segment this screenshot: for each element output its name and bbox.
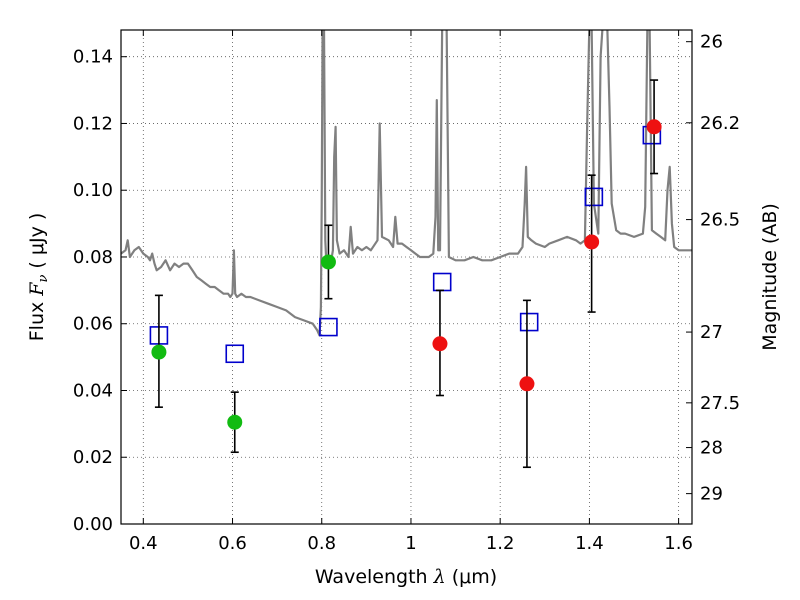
y2-tick-label: 26.2 xyxy=(700,113,740,134)
red-circle-point xyxy=(584,234,600,250)
plot-frame xyxy=(120,29,693,525)
green-circle-point xyxy=(151,344,167,360)
spectrum-layer xyxy=(121,30,692,337)
y2-tick-label: 27 xyxy=(700,322,723,343)
y-tick-label: 0.08 xyxy=(73,247,113,268)
axis-ticks: 0.4 0.6 0.8 1 1.2 1.4 1.6 0.00 0.02 0.04 0.06 0.08 0… xyxy=(73,30,740,554)
x-axis-label: Wavelength λ (μm) xyxy=(315,566,497,588)
x-tick-label: 1 xyxy=(405,533,416,554)
y-tick-label: 0.00 xyxy=(73,514,113,535)
y2-tick-label: 27.5 xyxy=(700,393,740,414)
x-tick-label: 1.2 xyxy=(486,533,515,554)
green-circle-point xyxy=(227,414,243,430)
x-tick-label: 0.4 xyxy=(129,533,158,554)
x-tick-label: 0.6 xyxy=(218,533,247,554)
y2-axis-label: Magnitude (AB) xyxy=(759,203,781,351)
y-tick-label: 0.14 xyxy=(73,47,113,68)
data-marks xyxy=(149,79,662,469)
y-tick-label: 0.06 xyxy=(73,314,113,335)
x-tick-label: 1.4 xyxy=(575,533,604,554)
y-tick-label: 0.02 xyxy=(73,447,113,468)
model-square-point xyxy=(519,312,539,332)
red-circle-point xyxy=(432,336,448,352)
red-circle-point xyxy=(519,376,535,392)
y2-tick-label: 26.5 xyxy=(700,210,740,231)
x-tick-label: 1.6 xyxy=(664,533,693,554)
y2-tick-label: 29 xyxy=(700,484,723,505)
y-tick-label: 0.12 xyxy=(73,113,113,134)
y2-tick-label: 26 xyxy=(700,32,723,53)
y2-tick-label: 28 xyxy=(700,438,723,459)
y-tick-label: 0.04 xyxy=(73,380,113,401)
y-axis-label: Flux Fν ( μJy ) xyxy=(26,213,51,342)
model-square-point xyxy=(584,187,604,207)
green-circle-point xyxy=(320,254,336,270)
model-square-point xyxy=(225,344,245,364)
x-tick-label: 0.8 xyxy=(307,533,336,554)
spectrum-line xyxy=(121,30,692,337)
y-tick-label: 0.10 xyxy=(73,180,113,201)
model-square-point xyxy=(319,317,338,337)
red-circle-point xyxy=(646,119,662,135)
